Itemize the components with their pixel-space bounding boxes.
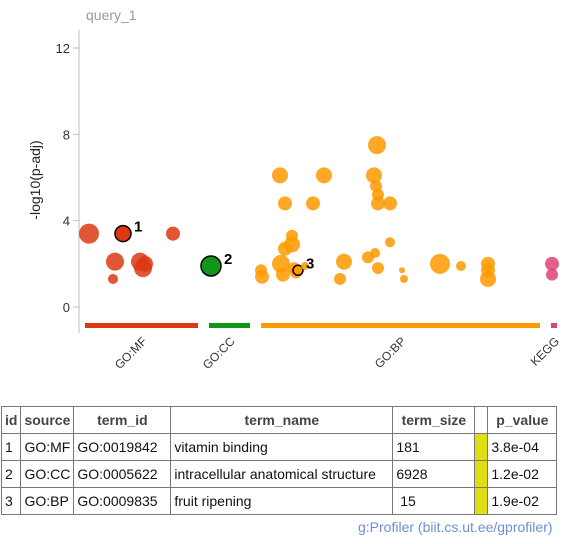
y-axis-ticks: 0 4 8 12 bbox=[56, 41, 79, 315]
source-band-go-cc bbox=[209, 323, 250, 328]
data-point bbox=[276, 267, 290, 282]
x-axis-labels: GO:MF GO:CC GO:BP KEGG bbox=[112, 334, 562, 372]
header-term-size: term_size bbox=[392, 406, 476, 434]
data-point bbox=[370, 248, 380, 259]
gprofiler-credit-link[interactable]: g:Profiler (biit.cs.ut.ee/gprofiler) bbox=[358, 519, 553, 535]
cell-term-id: GO:0009835 bbox=[73, 487, 172, 515]
data-point bbox=[284, 236, 300, 253]
data-point bbox=[480, 270, 496, 287]
cell-p-value: 1.9e-02 bbox=[487, 487, 558, 515]
table-row: 2 GO:CC GO:0005622 intracellular anatomi… bbox=[0, 460, 558, 488]
data-point bbox=[399, 267, 405, 274]
cell-term-name: intracellular anatomical structure bbox=[170, 460, 394, 488]
point-label: 3 bbox=[306, 255, 314, 272]
chart-title: query_1 bbox=[86, 7, 137, 23]
data-point bbox=[456, 260, 466, 271]
data-point bbox=[278, 196, 292, 211]
table-header-row: id source term_id term_name term_size p_… bbox=[0, 406, 558, 434]
x-tick-label: GO:CC bbox=[200, 334, 238, 372]
y-tick-label: 8 bbox=[63, 127, 70, 142]
cell-term-name: fruit ripening bbox=[170, 487, 394, 515]
cell-term-size: 6928 bbox=[392, 460, 476, 488]
data-point bbox=[372, 262, 384, 275]
cell-id: 1 bbox=[0, 433, 22, 461]
header-pvalue-color bbox=[474, 406, 489, 434]
y-tick-label: 0 bbox=[63, 300, 70, 315]
data-point bbox=[336, 253, 352, 270]
data-point bbox=[114, 224, 132, 243]
data-point bbox=[383, 196, 397, 211]
cell-term-size: 15 bbox=[392, 487, 476, 515]
data-point bbox=[79, 223, 99, 244]
cell-term-id: GO:0005622 bbox=[73, 460, 172, 488]
cell-p-value: 1.2e-02 bbox=[487, 460, 558, 488]
results-table: id source term_id term_name term_size p_… bbox=[0, 406, 558, 515]
data-point bbox=[255, 269, 269, 284]
table-row: 1 GO:MF GO:0019842 vitamin binding 181 3… bbox=[0, 433, 558, 461]
table-row: 3 GO:BP GO:0009835 fruit ripening 15 1.9… bbox=[0, 487, 558, 515]
data-point bbox=[134, 259, 152, 278]
cell-term-name: vitamin binding bbox=[170, 433, 394, 461]
cell-source: GO:MF bbox=[20, 433, 75, 461]
header-term-id: term_id bbox=[73, 406, 172, 434]
data-point bbox=[545, 256, 559, 271]
header-source: source bbox=[20, 406, 75, 434]
data-point bbox=[166, 226, 180, 241]
data-point bbox=[546, 268, 558, 281]
cell-term-size: 181 bbox=[392, 433, 476, 461]
cell-id: 3 bbox=[0, 487, 22, 515]
data-point bbox=[272, 167, 288, 184]
data-point bbox=[316, 167, 332, 184]
data-point bbox=[400, 274, 408, 283]
data-point bbox=[430, 253, 450, 274]
cell-id: 2 bbox=[0, 460, 22, 488]
cell-pvalue-color bbox=[474, 460, 489, 488]
data-point bbox=[371, 196, 385, 211]
source-band-kegg bbox=[551, 323, 557, 328]
x-tick-label: KEGG bbox=[528, 334, 562, 368]
y-axis-label: -log10(p-adj) bbox=[27, 140, 43, 219]
header-p-value: p_value bbox=[487, 406, 558, 434]
data-point bbox=[385, 237, 395, 248]
y-tick-label: 4 bbox=[63, 214, 70, 229]
data-points bbox=[79, 136, 559, 287]
cell-pvalue-color bbox=[474, 433, 489, 461]
header-id: id bbox=[0, 406, 22, 434]
data-point bbox=[200, 255, 222, 277]
cell-p-value: 3.8e-04 bbox=[487, 433, 558, 461]
cell-pvalue-color bbox=[474, 487, 489, 515]
source-bands bbox=[85, 323, 557, 328]
cell-source: GO:BP bbox=[20, 487, 75, 515]
cell-source: GO:CC bbox=[20, 460, 75, 488]
source-band-go-mf bbox=[85, 323, 198, 328]
data-point bbox=[366, 167, 382, 184]
cell-term-id: GO:0019842 bbox=[73, 433, 172, 461]
header-term-name: term_name bbox=[170, 406, 394, 434]
x-tick-label: GO:BP bbox=[372, 334, 409, 371]
data-point bbox=[368, 136, 386, 155]
x-tick-label: GO:MF bbox=[112, 334, 150, 372]
data-point bbox=[334, 272, 346, 285]
data-point bbox=[106, 252, 124, 271]
data-point bbox=[301, 261, 309, 270]
point-labels: 1 2 3 bbox=[134, 219, 314, 273]
data-point bbox=[292, 264, 304, 277]
data-point bbox=[306, 196, 320, 211]
point-label: 1 bbox=[134, 219, 142, 236]
y-tick-label: 12 bbox=[56, 41, 70, 56]
source-band-go-bp bbox=[261, 323, 540, 328]
data-point bbox=[108, 273, 118, 284]
point-label: 2 bbox=[224, 251, 232, 268]
